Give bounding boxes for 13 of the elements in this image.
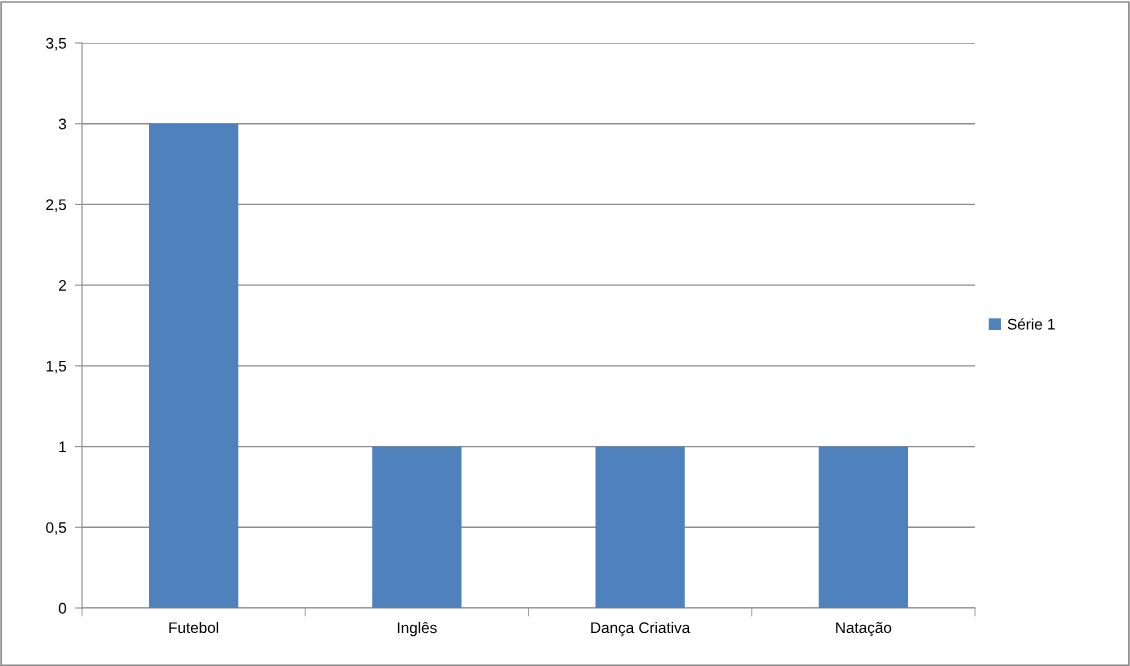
legend-label: Série 1 (1007, 318, 1055, 330)
x-tick-label: Dança Criativa (591, 621, 691, 637)
y-tick-label: 1,5 (46, 360, 67, 374)
y-tick-label: 2,5 (46, 199, 67, 212)
y-tick-label: 1 (59, 441, 66, 453)
x-tick-label: Inglês (397, 621, 437, 637)
y-tick-label: 0,5 (46, 522, 67, 535)
y-tick-label: 3 (58, 118, 67, 130)
y-tick-label: 3,5 (46, 37, 67, 51)
x-tick-label: Natação (836, 621, 892, 637)
y-tick-label: 2 (59, 280, 66, 291)
y-tick-label: 0 (58, 602, 67, 614)
x-tick-label: Futebol (169, 621, 219, 634)
